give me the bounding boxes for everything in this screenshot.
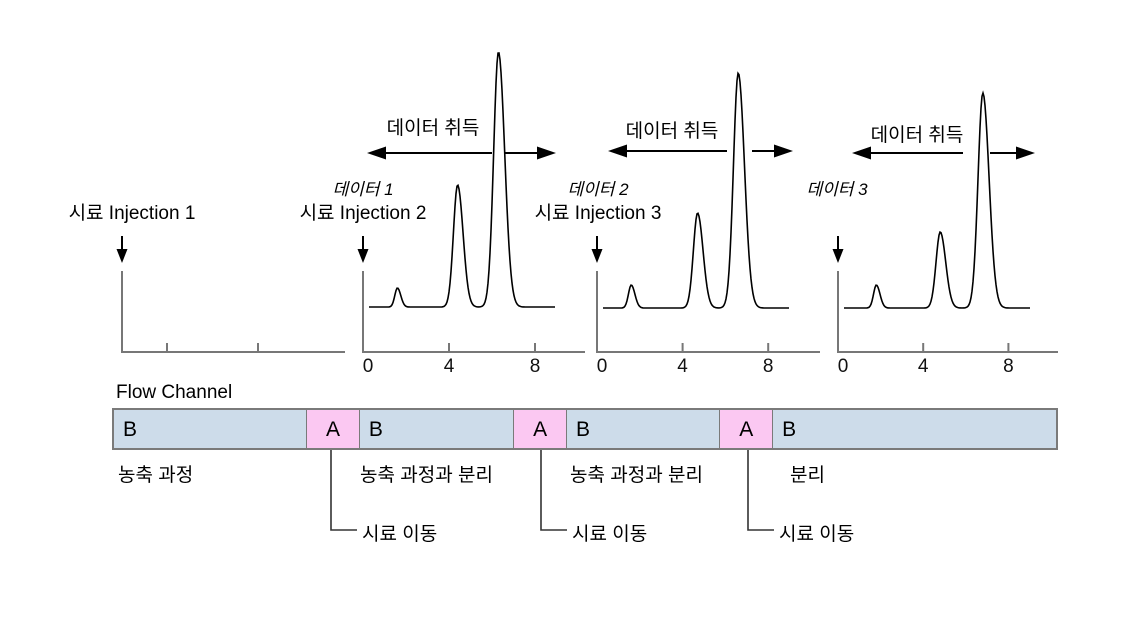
injection-title-1: 시료 Injection 1 (68, 203, 196, 224)
flow-channel-title: Flow Channel (116, 382, 233, 403)
flow-segment-b-5: B (566, 410, 720, 448)
data-run-label-2: 데이터 1 (332, 180, 394, 199)
injection-label-block-4: 데이터 3 (707, 177, 967, 226)
phase-label-2: 농축 과정과 분리 (360, 465, 493, 486)
flow-segment-letter: B (123, 417, 138, 441)
chromatogram-1-tick-label-8: 8 (530, 356, 541, 377)
flow-segment-a-4: A (513, 410, 567, 448)
chromatogram-2-trace (603, 71, 789, 309)
chromatogram-3-tick-label-4: 4 (918, 356, 929, 377)
chromatogram-3-tick-label-0: 0 (838, 356, 849, 377)
chromatogram-3-tick-label-8: 8 (1003, 356, 1014, 377)
flow-segment-a-2: A (306, 410, 359, 448)
injection-title-3: 시료 Injection 3 (534, 203, 662, 224)
acquisition-arrow-left-head-3 (852, 146, 871, 160)
injection-title-4 (707, 202, 967, 226)
injection-arrow-head-1 (116, 249, 128, 263)
chromatogram-1-trace (369, 52, 555, 308)
phase-label-4: 분리 (790, 465, 825, 486)
acquisition-arrow-right-head-1 (537, 146, 556, 160)
transfer-connector-2 (540, 450, 567, 531)
flow-segment-letter: B (368, 417, 383, 441)
transfer-label-1: 시료 이동 (362, 524, 438, 545)
chromatogram-2-tick-label-0: 0 (597, 356, 608, 377)
transfer-label-3: 시료 이동 (779, 524, 855, 545)
chromatogram-1-tick-label-4: 4 (444, 356, 455, 377)
flow-segment-b-1: B (114, 410, 307, 448)
flow-segment-letter: A (533, 417, 548, 441)
chromatogram-1-tick-label-0: 0 (363, 356, 374, 377)
acquisition-label-2: 데이터 취득 (625, 121, 719, 142)
injection-arrow-head-2 (357, 249, 369, 263)
phase-label-3: 농축 과정과 분리 (570, 465, 703, 486)
phase-label-1: 농축 과정 (118, 465, 194, 486)
injection-label-block-3: 데이터 2 시료 Injection 3 (468, 177, 728, 226)
injection-label-block-1: 시료 Injection 1 (2, 177, 262, 226)
transfer-connector-1 (330, 450, 357, 531)
acquisition-label-3: 데이터 취득 (870, 125, 964, 146)
flow-segment-a-6: A (719, 410, 773, 448)
flow-segment-letter: B (782, 417, 797, 441)
data-run-label-3: 데이터 2 (567, 180, 629, 199)
chromatogram-3-trace (844, 90, 1030, 309)
chromatogram-2-tick-label-8: 8 (763, 356, 774, 377)
injection-arrow-head-4 (832, 249, 844, 263)
injection-arrow-head-3 (591, 249, 603, 263)
flow-segment-letter: A (326, 417, 341, 441)
acquisition-arrow-left-head-1 (367, 146, 386, 160)
flow-segment-letter: A (739, 417, 754, 441)
injection-title-2: 시료 Injection 2 (299, 203, 427, 224)
injection-label-block-2: 데이터 1 시료 Injection 2 (233, 177, 493, 226)
data-run-label-4: 데이터 3 (806, 180, 868, 199)
acquisition-arrow-right-head-3 (1016, 146, 1035, 160)
transfer-label-2: 시료 이동 (572, 524, 648, 545)
chromatogram-2-tick-label-4: 4 (677, 356, 688, 377)
transfer-connector-3 (747, 450, 774, 531)
acquisition-label-1: 데이터 취득 (386, 118, 480, 139)
acquisition-arrow-right-head-2 (774, 144, 793, 158)
acquisition-arrow-left-head-2 (608, 144, 627, 158)
data-run-label-1 (2, 177, 262, 202)
flow-segment-b-3: B (358, 410, 514, 448)
flow-segment-b-7: B (772, 410, 1056, 448)
flow-segment-letter: B (576, 417, 591, 441)
